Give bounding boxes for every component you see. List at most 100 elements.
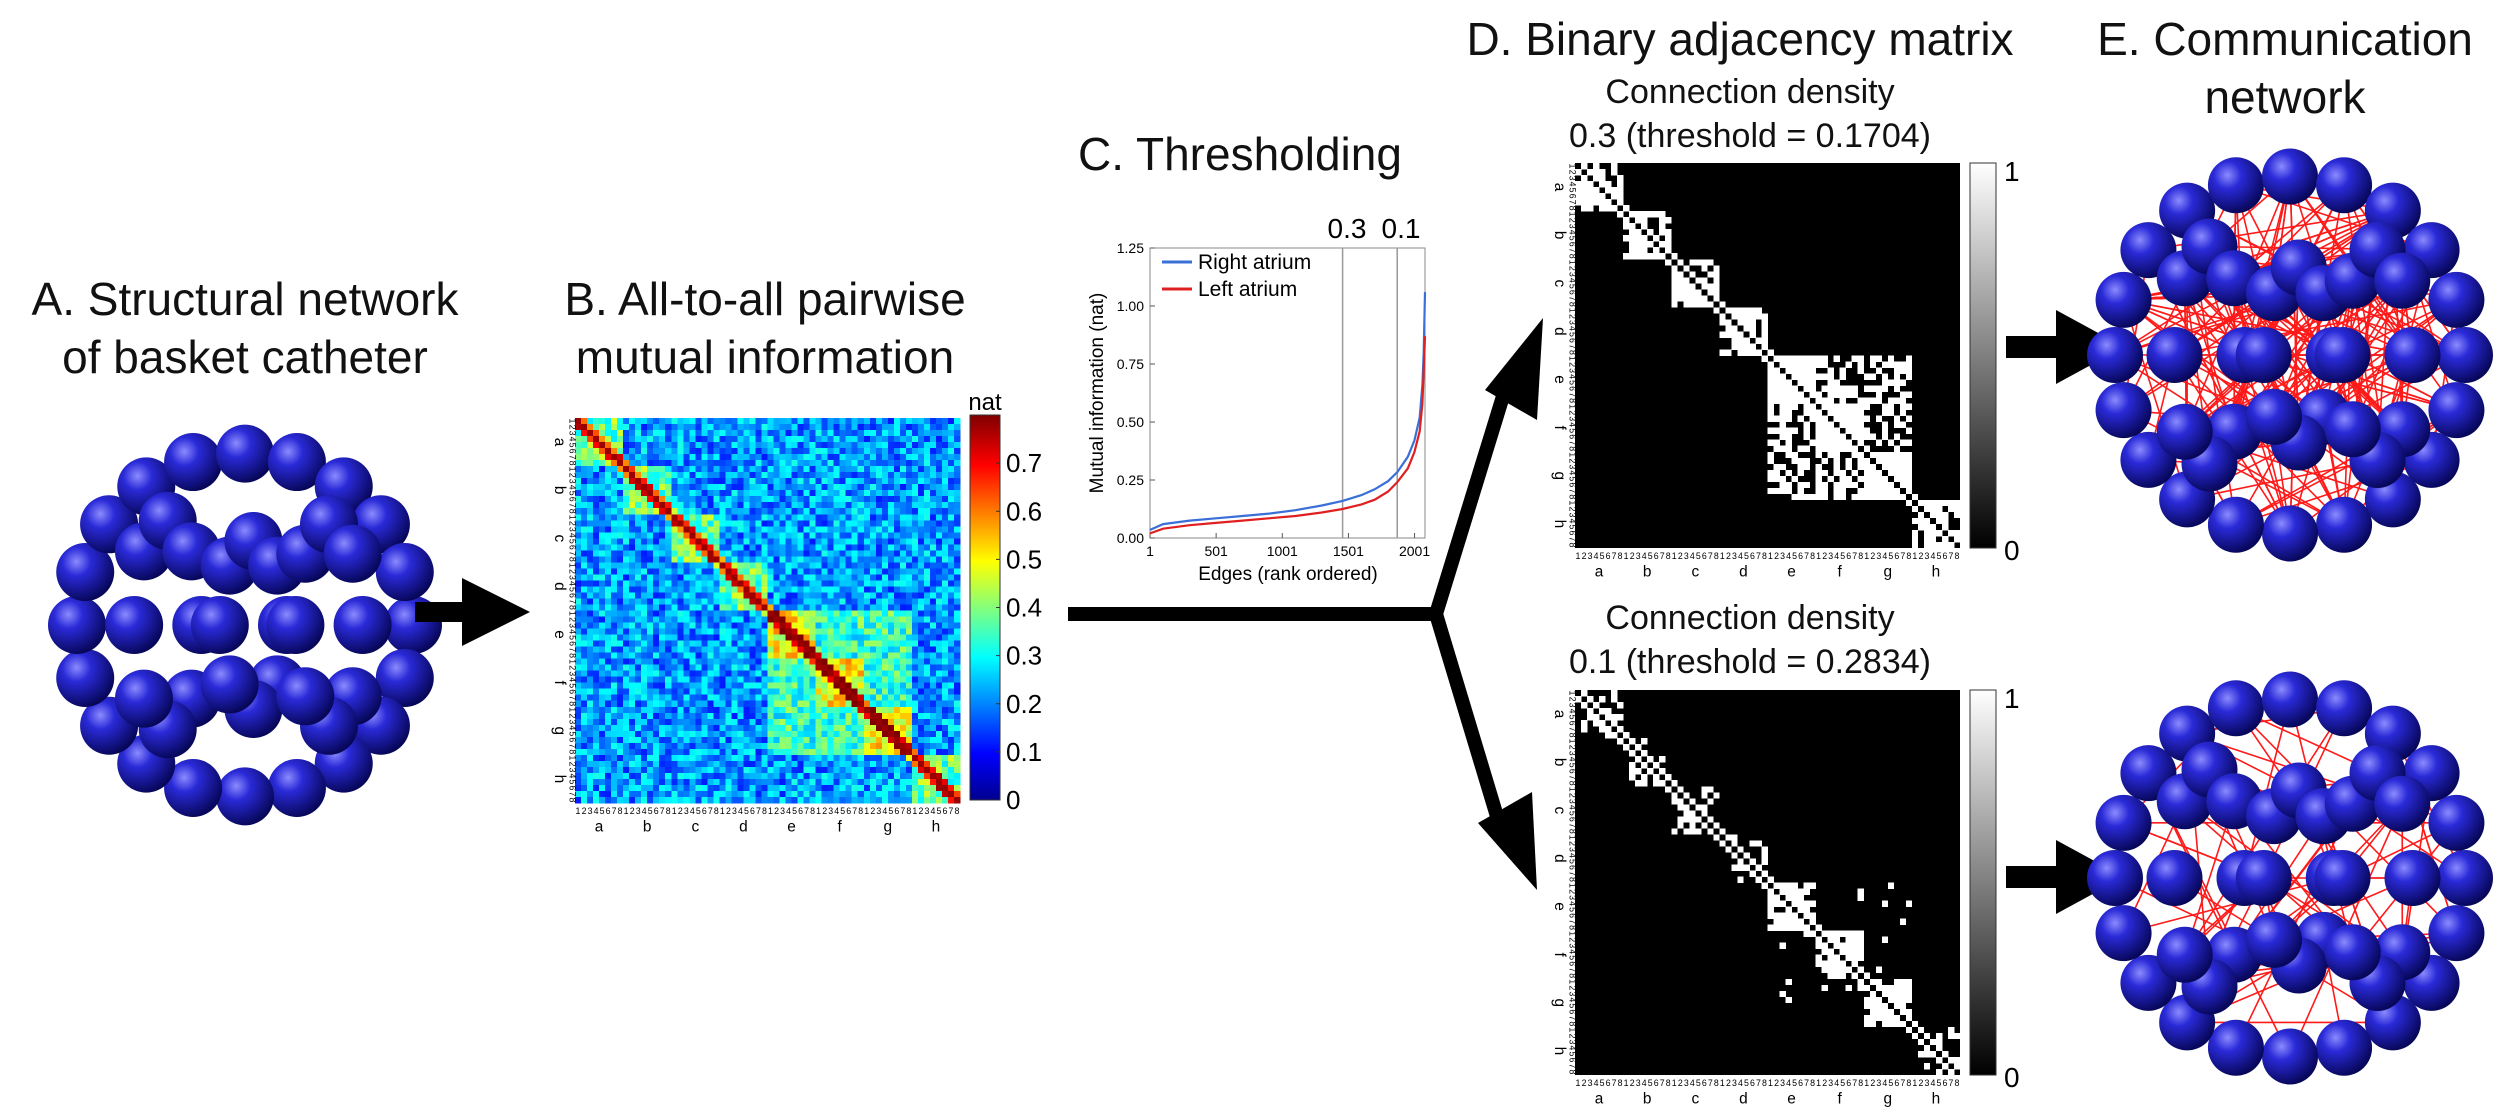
mi-cell [629,712,636,720]
mi-cell [893,442,901,449]
adjacency-cell [1881,433,1889,441]
adjacency-cell [1803,373,1810,380]
mi-cell [629,796,636,804]
adjacency-cell [1905,481,1913,489]
mi-cell [875,526,883,533]
adjacency-cell [1815,493,1822,501]
mi-cell [827,466,834,473]
mi-cell [809,538,816,545]
mi-cell [773,772,780,780]
mi-cell [839,664,847,671]
mi-cell [863,454,871,461]
mi-cell [839,754,847,762]
mi-cell [671,574,678,581]
mi-cell [941,514,949,521]
mi-cell [827,424,834,431]
mi-cell [821,682,828,690]
mi-cell [749,424,756,431]
mi-cell [881,766,889,774]
mi-cell [821,520,828,527]
mi-cell [893,634,901,641]
adjacency-cell [1851,355,1859,362]
electrode-digit-y: 5 [568,731,578,736]
mi-cell [947,694,955,702]
mi-cell [785,418,792,425]
electrode-digit-y: 2 [568,665,578,670]
mi-cell [935,580,943,587]
mi-cell [911,640,919,647]
mi-cell [737,460,744,467]
mi-cell [635,478,642,485]
adjacency-cell [1659,241,1666,248]
mi-cell [827,634,834,641]
mi-cell [809,454,816,461]
mi-cell [719,496,726,503]
mi-cell [833,694,840,702]
mi-cell [575,598,582,605]
mi-cell [875,580,883,587]
panel-e-title: E. Communication network [2070,10,2500,126]
mi-cell [611,646,618,653]
mi-cell [593,460,600,467]
mi-cell [617,538,624,545]
mi-cell [869,796,877,804]
mi-cell [857,478,865,485]
mi-cell [869,430,877,437]
mi-cell [587,484,594,491]
mi-cell [755,766,762,774]
mi-cell [755,640,762,647]
mi-cell [641,670,648,677]
mi-cell [623,538,630,545]
mi-cell [743,730,750,738]
mi-cell [647,766,654,774]
mi-cell [599,580,606,587]
adjacency-cell [1815,451,1822,459]
mi-cell [755,760,762,768]
mi-cell [935,454,943,461]
mi-cell [893,712,901,720]
mi-cell [935,586,943,593]
adjacency-cell [1881,427,1889,435]
mi-cell [737,706,744,714]
mi-cell [635,580,642,587]
mi-cell [665,658,672,665]
mi-cell [641,730,648,738]
adjacency-cell [1581,193,1588,200]
mi-cell [953,766,961,774]
mi-cell [671,700,678,708]
mi-cell [911,796,919,804]
electrode-digit-y: 5 [568,539,578,544]
spline-label-y: c [551,534,568,542]
mi-cell [659,622,666,629]
adjacency-cell [1833,409,1840,416]
adjacency-cell [1647,229,1654,236]
adjacency-cell [1809,367,1816,374]
mi-cell [635,508,642,515]
mi-cell [755,718,762,726]
mi-cell [725,688,732,696]
adjacency-cell [1635,211,1642,218]
mi-cell [953,550,961,557]
adjacency-cell [1845,445,1853,453]
electrode-node [375,648,434,707]
mi-cell [725,736,732,744]
adjacency-cell [1773,445,1780,453]
mi-cell [815,586,822,593]
adjacency-cell [1629,223,1636,230]
mi-cell [791,460,798,467]
mi-cell [815,478,822,485]
mi-cell [893,532,901,539]
mi-cell [701,496,708,503]
mi-cell [809,490,816,497]
mi-cell [725,454,732,461]
mi-cell [755,610,762,617]
adjacency-cell [1953,511,1961,519]
mi-cell [671,460,678,467]
mi-cell [809,664,816,671]
mi-cell [761,574,768,581]
mi-cell [875,688,883,696]
mi-cell [755,664,762,671]
adjacency-cell [1785,403,1792,410]
adjacency-cell [1851,415,1859,422]
mi-cell [755,532,762,539]
